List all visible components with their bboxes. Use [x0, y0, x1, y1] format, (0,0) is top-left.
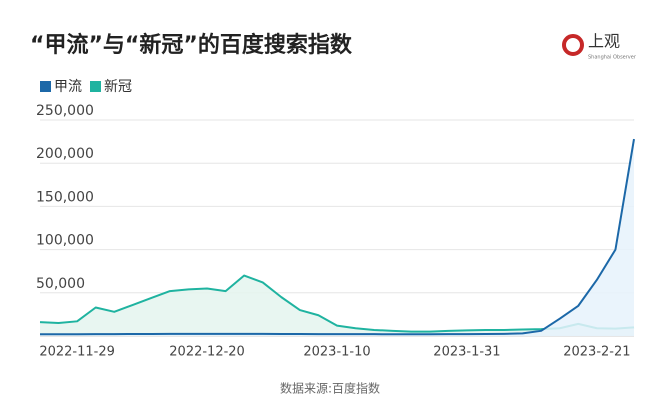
line: [39, 274, 635, 333]
logo: 上观 Shanghai Observer: [562, 32, 637, 61]
area: [40, 139, 634, 336]
y-tick-label: 50,000: [36, 276, 85, 292]
logo-text: 上观: [588, 32, 620, 51]
area: [40, 275, 634, 336]
logo-subtitle: Shanghai Observer: [588, 55, 637, 61]
x-tick-label: 2023-1-10: [303, 345, 370, 360]
legend-label: 新冠: [104, 79, 132, 95]
y-tick-label: 200,000: [36, 146, 94, 162]
y-tick-label: 250,000: [36, 103, 94, 119]
logo-icon: [562, 34, 584, 56]
chart-title: “甲流”与“新冠”的百度搜索指数: [30, 32, 353, 58]
x-tick-label: 2023-1-31: [433, 345, 500, 360]
x-tick-label: 2022-12-20: [169, 345, 245, 360]
line: [40, 138, 635, 336]
y-tick-label: 150,000: [36, 189, 94, 205]
x-tick-label: 2023-2-21: [563, 345, 630, 360]
legend-swatch: [40, 81, 51, 92]
source: 数据来源:百度指数: [280, 381, 380, 396]
x-tick-label: 2022-11-29: [39, 345, 115, 360]
legend-label: 甲流: [54, 79, 82, 95]
y-tick-label: 100,000: [36, 233, 94, 249]
legend-swatch: [90, 81, 101, 92]
